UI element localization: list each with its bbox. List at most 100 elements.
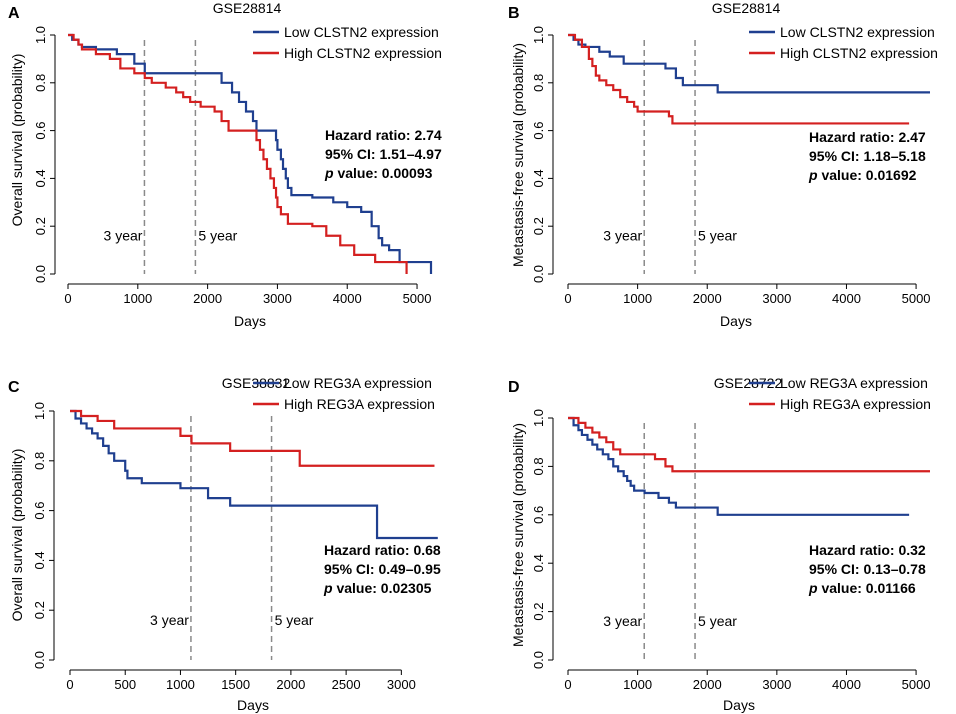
x-tick-label: 2500 [332, 677, 361, 692]
vline-label-3-year: 3 year [104, 228, 143, 244]
x-tick-label: 1000 [166, 677, 195, 692]
y-tick-label: 0.8 [33, 74, 48, 92]
series-line-high [68, 33, 408, 274]
y-tick-label: 0.8 [32, 452, 47, 470]
legend-label-high: High REG3A expression [780, 396, 931, 412]
vline-label-3-year: 3 year [603, 228, 642, 244]
y-tick-label: 0.6 [531, 122, 546, 140]
x-tick-label: 0 [66, 677, 73, 692]
x-axis-label: Days [720, 313, 752, 329]
y-tick-label: 0.6 [33, 122, 48, 140]
confidence-interval-text: 95% CI: 0.13–0.78 [809, 561, 926, 577]
p-value: value: 0.02305 [333, 580, 432, 596]
y-tick-label: 0.8 [531, 74, 546, 92]
panel-d: D GSE28722 0.0 0.2 0.4 0.6 0.8 1.0 0 1000 2000 3000… [508, 375, 931, 713]
x-tick-label: 2000 [193, 291, 222, 306]
p-value-text: p value: 0.00093 [324, 165, 433, 181]
y-tick-label: 0.0 [33, 265, 48, 283]
series-line-low [68, 33, 433, 274]
hazard-ratio-text: Hazard ratio: 0.68 [324, 542, 441, 558]
x-tick-label: 500 [114, 677, 136, 692]
confidence-interval-text: 95% CI: 1.18–5.18 [809, 148, 926, 164]
x-tick-label: 3000 [263, 291, 292, 306]
legend-label-high: High CLSTN2 expression [284, 45, 442, 61]
y-tick-label: 0.0 [531, 651, 546, 669]
legend-label-low: Low CLSTN2 expression [284, 24, 439, 40]
x-tick-label: 1000 [123, 291, 152, 306]
p-symbol: p [323, 580, 333, 596]
y-tick-label: 0.2 [32, 601, 47, 619]
vline-label-3-year: 3 year [603, 613, 642, 629]
series-line-low [568, 33, 930, 94]
panel-b: B GSE28814 0.0 0.2 0.4 0.6 0.8 1.0 0 1000 2000 3000… [508, 0, 938, 329]
y-tick-label: 0.4 [32, 551, 47, 569]
series-line-high [568, 416, 930, 473]
x-tick-label: 0 [64, 291, 71, 306]
y-tick-label: 1.0 [32, 402, 47, 420]
p-value-text: p value: 0.01692 [808, 167, 917, 183]
chart-title: GSE28814 [213, 0, 282, 16]
y-tick-label: 1.0 [531, 409, 546, 427]
x-axis-label: Days [723, 697, 755, 713]
vline-label-5-year: 5 year [275, 612, 314, 628]
y-axis-label: Metastasis-free survival (probability) [510, 43, 526, 267]
y-tick-label: 0.4 [531, 169, 546, 187]
p-value: value: 0.01166 [818, 580, 916, 596]
y-tick-label: 0.0 [32, 651, 47, 669]
hazard-ratio-text: Hazard ratio: 0.32 [809, 542, 926, 558]
vline-label-5-year: 5 year [698, 228, 737, 244]
panel-letter: D [508, 379, 520, 396]
y-tick-label: 0.2 [531, 217, 546, 235]
y-tick-label: 0.2 [33, 217, 48, 235]
p-symbol: p [808, 580, 818, 596]
x-tick-label: 4000 [832, 291, 861, 306]
y-axis-label: Overall survival (probability) [9, 54, 25, 227]
legend-label-high: High CLSTN2 expression [780, 45, 938, 61]
hazard-ratio-text: Hazard ratio: 2.74 [325, 127, 442, 143]
x-tick-label: 3000 [762, 677, 791, 692]
y-tick-label: 0.4 [33, 169, 48, 187]
panel-letter: B [508, 5, 520, 22]
p-value: value: 0.01692 [818, 167, 917, 183]
x-tick-label: 3000 [762, 291, 791, 306]
legend-label-low: Low REG3A expression [284, 375, 432, 391]
panel-a: A GSE28814 0.0 0.2 0.4 0.6 0.8 1.0 0 1000 2000 3000… [8, 0, 442, 329]
y-tick-label: 0.8 [531, 457, 546, 475]
x-tick-label: 3000 [387, 677, 416, 692]
legend-label-low: Low REG3A expression [780, 375, 928, 391]
p-value-text: p value: 0.02305 [323, 580, 432, 596]
series-line-low [568, 416, 910, 516]
hazard-ratio-text: Hazard ratio: 2.47 [809, 129, 926, 145]
y-tick-label: 0.2 [531, 603, 546, 621]
chart-title: GSE28814 [712, 0, 781, 16]
x-tick-label: 2000 [276, 677, 305, 692]
vline-label-3-year: 3 year [150, 612, 189, 628]
legend-label-high: High REG3A expression [284, 396, 435, 412]
p-symbol: p [808, 167, 818, 183]
y-tick-label: 0.6 [531, 506, 546, 524]
legend-label-low: Low CLSTN2 expression [780, 24, 935, 40]
x-tick-label: 0 [564, 291, 571, 306]
y-tick-label: 0.6 [32, 502, 47, 520]
p-value: value: 0.00093 [334, 165, 433, 181]
series-line-high [568, 33, 910, 125]
x-tick-label: 2000 [693, 291, 722, 306]
x-tick-label: 1000 [623, 291, 652, 306]
x-axis-label: Days [234, 313, 266, 329]
x-tick-label: 5000 [902, 677, 931, 692]
x-tick-label: 1500 [221, 677, 250, 692]
x-tick-label: 5000 [403, 291, 432, 306]
p-symbol: p [324, 165, 334, 181]
confidence-interval-text: 95% CI: 0.49–0.95 [324, 561, 441, 577]
x-axis-label: Days [237, 697, 269, 713]
y-axis-label: Overall survival (probability) [9, 449, 25, 622]
vline-label-5-year: 5 year [698, 613, 737, 629]
series-line-low [70, 409, 438, 540]
confidence-interval-text: 95% CI: 1.51–4.97 [325, 146, 442, 162]
x-tick-label: 5000 [902, 291, 931, 306]
panel-letter: A [8, 5, 20, 22]
y-tick-label: 0.0 [531, 265, 546, 283]
panel-letter: C [8, 379, 20, 396]
